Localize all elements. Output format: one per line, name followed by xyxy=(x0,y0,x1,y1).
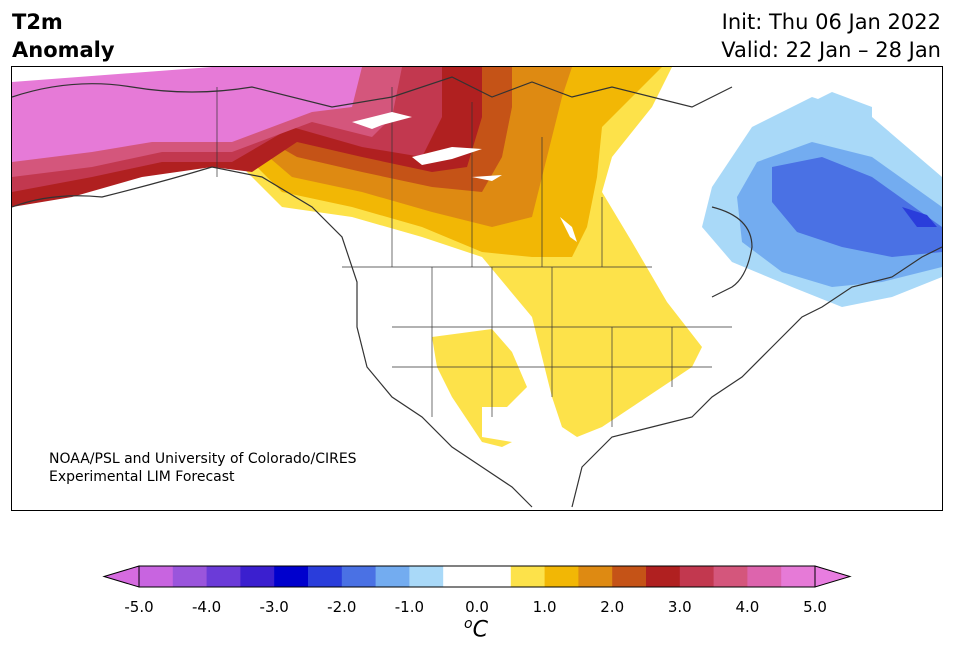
unit-base: C xyxy=(472,617,488,643)
colorbar-bin-8 xyxy=(409,566,444,587)
colorbar-tick-label: -1.0 xyxy=(394,598,425,616)
valid-date: Valid: 22 Jan – 28 Jan xyxy=(721,38,941,62)
anomaly-map-canvas xyxy=(12,67,942,508)
colorbar-bin-7 xyxy=(375,566,410,587)
colorbar-bin-3 xyxy=(240,566,275,587)
colorbar xyxy=(102,565,852,588)
colorbar-bin-1 xyxy=(172,566,208,587)
colorbar-bin-13 xyxy=(578,566,613,587)
credit-line2: Experimental LIM Forecast xyxy=(49,469,235,485)
anomaly-band-8 xyxy=(12,67,362,162)
colorbar-bin-9 xyxy=(443,566,478,587)
colorbar-bin-5 xyxy=(308,566,343,587)
forecast-dates: Init: Thu 06 Jan 2022 Valid: 22 Jan – 28… xyxy=(721,8,941,64)
colorbar-over-triangle xyxy=(814,565,852,588)
credit-line1: NOAA/PSL and University of Colorado/CIRE… xyxy=(49,451,357,467)
colorbar-tick-label: 4.0 xyxy=(735,598,760,616)
anomaly-band-1b xyxy=(432,329,527,447)
political-borders xyxy=(216,87,732,427)
anomaly-band-cold-4 xyxy=(902,207,937,227)
map-title: T2m Anomaly xyxy=(12,8,115,64)
map-title-line1: T2m xyxy=(12,10,63,34)
colorbar-tick-label: 2.0 xyxy=(600,598,625,616)
colorbar-bin-15 xyxy=(646,566,681,587)
great-bear-lake xyxy=(352,112,412,129)
colorbar-bin-19 xyxy=(781,566,816,587)
anomaly-band-cold-1b xyxy=(782,92,872,137)
lake-winnipeg xyxy=(560,217,577,242)
colorbar-bin-10 xyxy=(477,566,512,587)
coastlines xyxy=(12,76,942,508)
colorbar-bin-11 xyxy=(510,566,546,587)
anomaly-band-cold-3 xyxy=(772,157,942,257)
colorbar-frame xyxy=(138,565,816,588)
colorbar-tick-label: -4.0 xyxy=(191,598,222,616)
colorbar-bins xyxy=(139,566,816,587)
lake-athabasca xyxy=(472,175,502,181)
init-date: Init: Thu 06 Jan 2022 xyxy=(721,10,941,34)
colorbar-bin-12 xyxy=(544,566,579,587)
colorbar-tick-label: 5.0 xyxy=(803,598,827,616)
credit-text: NOAA/PSL and University of Colorado/CIRE… xyxy=(49,450,357,486)
map-title-line2: Anomaly xyxy=(12,38,115,62)
colorbar-tick-label: -2.0 xyxy=(327,598,357,616)
anomaly-map: NOAA/PSL and University of Colorado/CIRE… xyxy=(11,66,943,511)
colorbar-unit: oC xyxy=(464,616,488,642)
colorbar-bin-6 xyxy=(341,566,377,587)
colorbar-bin-2 xyxy=(206,566,241,587)
colorbar-tick-label: 0.0 xyxy=(465,598,489,616)
colorbar-tick-label: -5.0 xyxy=(124,598,154,616)
great-slave-lake xyxy=(412,147,482,165)
colorbar-bin-14 xyxy=(612,566,647,587)
colorbar-under-triangle xyxy=(102,565,140,588)
unit-degree: o xyxy=(464,616,473,632)
colorbar-bin-4 xyxy=(274,566,309,587)
colorbar-tick-label: -3.0 xyxy=(259,598,289,616)
colorbar-bin-17 xyxy=(713,566,748,587)
colorbar-tick-label: 3.0 xyxy=(667,598,692,616)
colorbar-tick-label: 1.0 xyxy=(532,598,557,616)
colorbar-bin-16 xyxy=(679,566,715,587)
colorbar-bin-18 xyxy=(747,566,782,587)
colorbar-bin-0 xyxy=(139,566,174,587)
